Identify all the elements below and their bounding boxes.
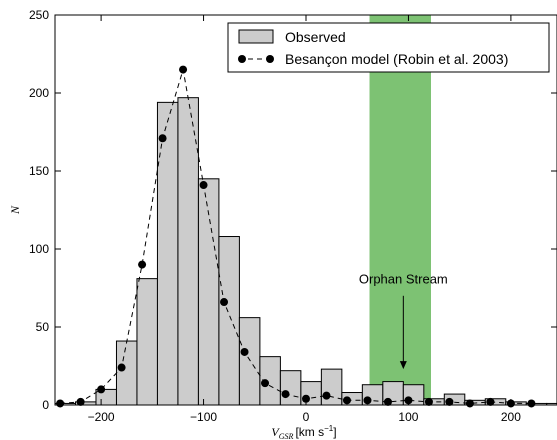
x-tick-label: 100 (398, 410, 418, 424)
model-point (342, 396, 351, 405)
legend-observed-swatch (238, 29, 274, 44)
annotation-label: Orphan Stream (359, 271, 448, 286)
y-tick-label: 50 (36, 320, 50, 334)
legend: Observed Besançon model (Robin et al. 20… (227, 22, 550, 73)
y-axis-label: N (8, 205, 22, 215)
model-point (138, 260, 147, 269)
model-point (220, 298, 229, 307)
model-point (261, 379, 270, 388)
model-point (179, 65, 188, 74)
model-point (527, 399, 536, 408)
y-tick-label: 150 (29, 164, 49, 178)
x-axis-ticks: −200 −100 0 100 200 (88, 15, 521, 424)
observed-bar (156, 101, 179, 406)
x-tick-label: 0 (303, 410, 310, 424)
highlight-band-layer (369, 15, 431, 405)
observed-bar (177, 97, 199, 406)
model-point (424, 397, 433, 406)
y-tick-label: 250 (29, 8, 49, 22)
y-tick-label: 100 (29, 242, 49, 256)
model-point (97, 385, 106, 394)
observed-bar (218, 236, 240, 406)
legend-model-marker-right (266, 55, 274, 63)
x-axis-label: VGSR [km s−1] (271, 424, 336, 440)
model-point (486, 397, 495, 406)
model-point (117, 363, 126, 372)
x-tick-label: −200 (88, 410, 115, 424)
legend-model-label: Besançon model (Robin et al. 2003) (285, 51, 508, 67)
model-point (445, 397, 454, 406)
observed-bar (238, 317, 261, 406)
orphan-stream-band (369, 15, 431, 405)
model-point (363, 396, 372, 405)
model-point (465, 399, 474, 408)
y-tick-label: 200 (29, 86, 49, 100)
model-point (240, 347, 249, 356)
observed-bar (136, 278, 158, 406)
model-point (322, 391, 331, 400)
model-point (56, 399, 65, 408)
model-line (60, 69, 532, 404)
observed-bar (115, 340, 138, 406)
model-dashed-line (60, 69, 532, 404)
model-point (76, 397, 85, 406)
observed-bars (54, 97, 557, 406)
orphan-stream-annotation: Orphan Stream (359, 271, 448, 370)
x-tick-label: −100 (190, 410, 217, 424)
observed-bar (279, 370, 302, 406)
model-point (199, 181, 208, 190)
model-point (302, 394, 310, 403)
observed-bar (320, 368, 343, 406)
y-tick-label: 0 (42, 398, 49, 412)
x-tick-label: 200 (501, 410, 521, 424)
legend-model-marker-left (238, 55, 246, 63)
model-point (158, 134, 167, 143)
annotation-arrow-head (399, 361, 407, 370)
y-axis-ticks: 0 50 100 150 200 250 (29, 8, 557, 412)
legend-observed-label: Observed (285, 29, 346, 45)
legend-box (227, 22, 550, 73)
model-point (383, 397, 392, 406)
model-point (281, 390, 290, 399)
